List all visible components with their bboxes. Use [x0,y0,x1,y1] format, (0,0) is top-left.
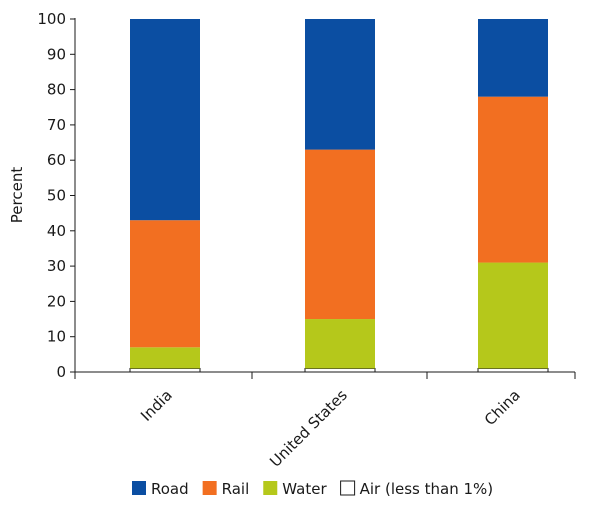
legend-swatch-water [263,481,278,495]
legend: Road Rail Water Air (less than 1%) [132,480,493,498]
bar-india-rail [130,220,200,348]
y-tick-label: 70 [47,116,66,134]
y-tick-label: 100 [37,10,66,28]
y-tick-label: 60 [47,151,66,169]
x-tick-label-united-states: United States [266,386,351,471]
y-tick-label: 0 [56,363,66,381]
y-tick-label: 20 [47,292,66,310]
bar-china-road [478,19,548,97]
y-tick-label: 40 [47,222,66,240]
y-axis-title: Percent [8,167,26,224]
bars-group [129,19,549,373]
bar-united-states-road [305,19,375,150]
bar-united-states-water [305,319,375,369]
bar-china-air [477,367,549,373]
x-tick-label-china: China [481,386,524,429]
y-tick-label: 90 [47,45,66,63]
y-tick-label: 30 [47,257,66,275]
legend-label-air: Air (less than 1%) [360,480,494,498]
legend-label-water: Water [282,480,327,498]
bar-china-rail [478,96,548,263]
bar-china-water [478,262,548,369]
bar-india-road [130,19,200,221]
bar-india-water [130,347,200,369]
legend-label-rail: Rail [222,480,250,498]
bar-india-air [129,367,201,373]
y-tick-label: 10 [47,328,66,346]
y-tick-label: 50 [47,187,66,205]
legend-label-road: Road [151,480,189,498]
legend-swatch-rail [202,481,217,495]
legend-swatch-air [340,480,356,496]
y-ticks-group: 0 10 20 30 40 50 60 70 80 90 100 [37,10,75,381]
y-tick-label: 80 [47,81,66,99]
bar-united-states-air [304,367,376,373]
bar-united-states-rail [305,149,375,320]
x-ticks-group: India United States China [137,386,524,471]
x-tick-label-india: India [137,386,176,425]
legend-swatch-road [132,481,146,495]
